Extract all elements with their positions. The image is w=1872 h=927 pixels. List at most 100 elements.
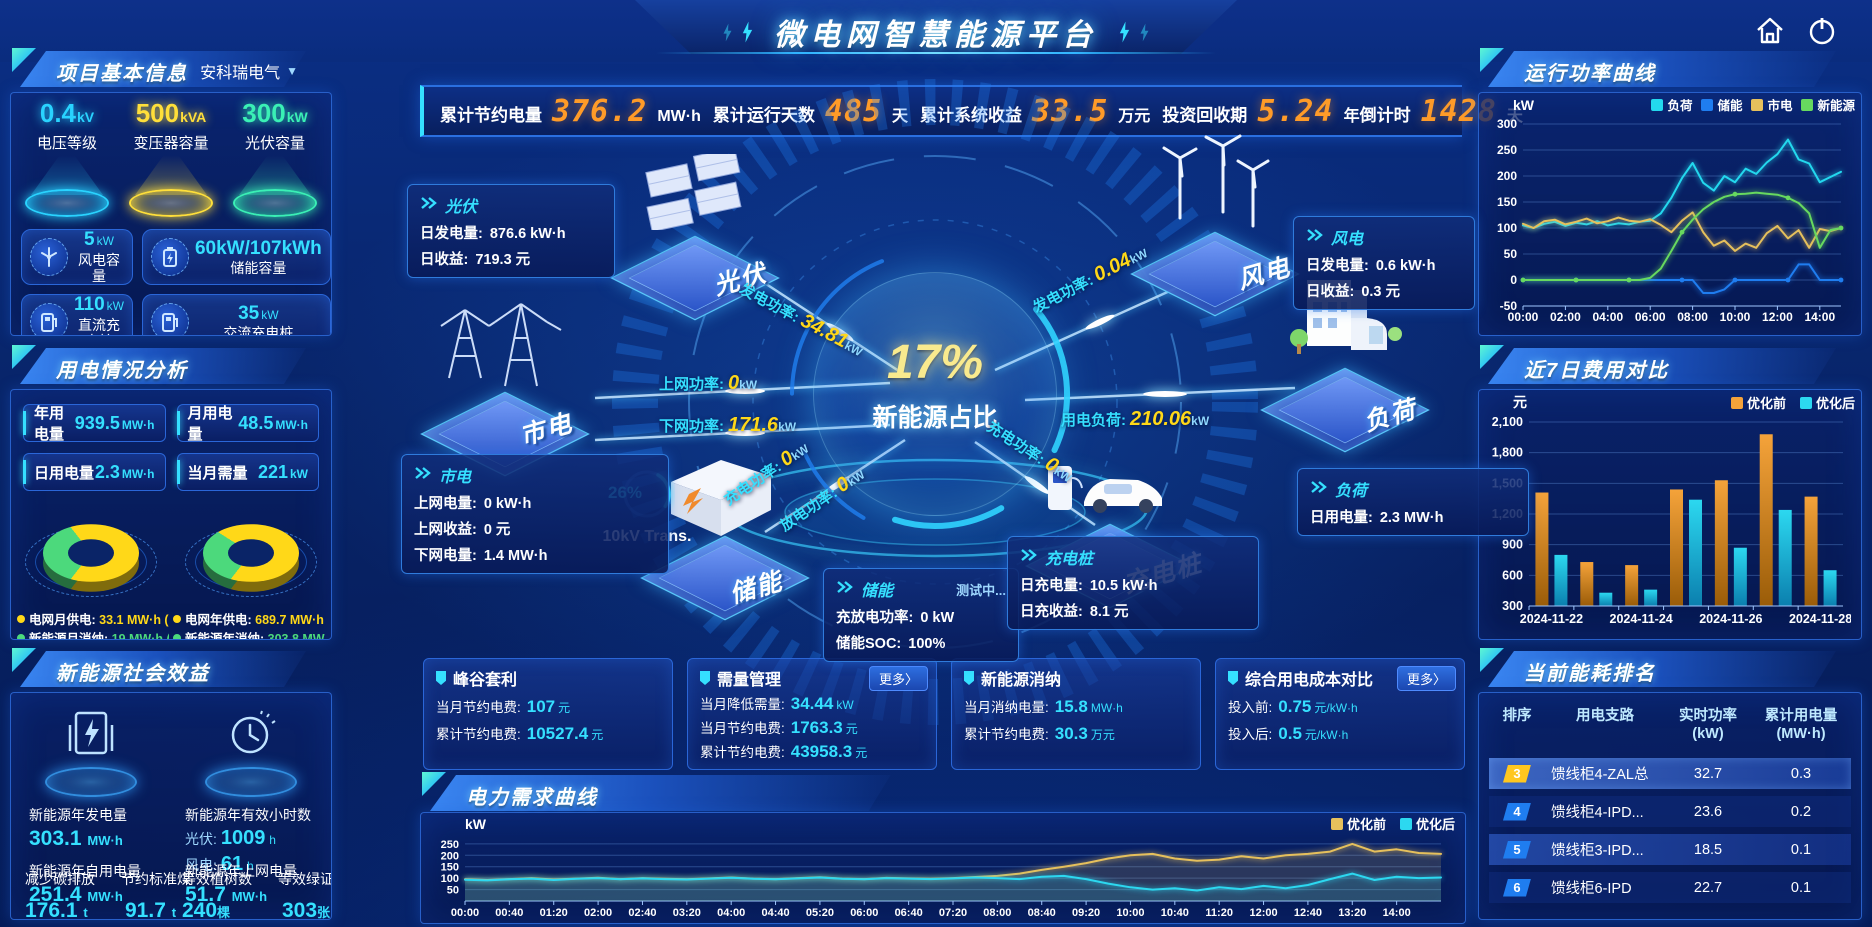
tooltip-value: 0.6 kW·h bbox=[1375, 258, 1436, 274]
tooltip-key: 日收益: bbox=[420, 252, 469, 268]
beacon-unit: kV bbox=[77, 109, 95, 125]
flow-key: 下网功率: bbox=[659, 418, 724, 435]
capacity-card-3: 35 kW 交流充电桩 bbox=[141, 294, 331, 335]
kpi-label: 倒计时 bbox=[1359, 105, 1411, 125]
usage-stat-2: 日用电量 2.3 MW·h bbox=[23, 453, 166, 491]
node-storage[interactable]: 储能 bbox=[625, 438, 825, 638]
benefit-card-0: 峰谷套利 当月节约电费: 107 元累计节约电费: 10527.4 元 bbox=[423, 658, 673, 770]
capacity-number: 35 bbox=[238, 302, 260, 324]
power-icon[interactable] bbox=[1804, 13, 1840, 49]
node-wind[interactable]: 风电 bbox=[1115, 122, 1315, 322]
card-title: 新能源消纳 bbox=[981, 672, 1062, 689]
flow-key: 上网功率: bbox=[659, 376, 724, 393]
panel-project-info: 项目基本信息 安科瑞电气 ▼ 0.4kV 电压等级 500kVA 变压器容量 300kW 光… bbox=[10, 48, 332, 336]
svg-text:2,100: 2,100 bbox=[1492, 415, 1523, 429]
chevron-right-icon bbox=[414, 466, 431, 485]
realtime-power: 32.7 bbox=[1693, 765, 1723, 782]
card-stat-key: 累计节约电费: bbox=[700, 745, 785, 760]
kpi-unit: 年 bbox=[1343, 107, 1360, 125]
node-grid[interactable]: 市电 bbox=[405, 288, 605, 488]
transmission-towers-icon bbox=[440, 303, 562, 387]
power-chart: -50 0 50 100 150 200 250 300 00:00 02:00 04:00 06:0… bbox=[1497, 117, 1844, 324]
panel-corner-icon bbox=[12, 345, 36, 369]
tooltip-key: 日发电量: bbox=[1306, 258, 1369, 274]
legend-key: 电网月供电: bbox=[29, 613, 100, 627]
tooltip-row: 日发电量: 876.6 kW·h bbox=[420, 222, 602, 243]
svg-text:300: 300 bbox=[1497, 117, 1517, 131]
node-charger[interactable]: 充电桩 bbox=[1010, 428, 1210, 628]
usage-stat-label: 当月需量 bbox=[187, 464, 248, 482]
table-row[interactable]: 6 馈线柜6-IPD 22.7 0.1 bbox=[1489, 872, 1851, 903]
battery-icon bbox=[150, 238, 189, 276]
chevron-right-icon bbox=[1306, 228, 1323, 247]
tooltip-title-row: 储能 测试中... bbox=[836, 577, 1006, 601]
kpi-unit: 万元 bbox=[1118, 107, 1151, 125]
legend-dot-icon bbox=[173, 615, 181, 623]
effective-hours-label: 新能源年有效小时数 bbox=[185, 807, 311, 823]
certificates-label: 等效绿证数 bbox=[278, 871, 331, 887]
cost-unit-label: 元 bbox=[1513, 394, 1527, 410]
beacon-number: 300 bbox=[242, 98, 286, 128]
charger-tooltip: 充电桩 日充电量: 10.5 kW·h 日充收益: 8.1 元 bbox=[1007, 536, 1259, 630]
total-energy: 0.2 bbox=[1790, 803, 1812, 820]
tooltip-title: 市电 bbox=[439, 469, 472, 486]
capacity-value: 110 kW bbox=[74, 294, 124, 316]
rank-badge: 5 bbox=[1503, 840, 1531, 859]
card-stat-unit: 元/kW·h bbox=[1304, 728, 1349, 742]
flow-unit: kW bbox=[739, 378, 758, 392]
node-pv[interactable]: 光伏 bbox=[595, 148, 795, 348]
chevron-right-icon bbox=[420, 196, 437, 215]
legend-swatch-icon bbox=[1730, 396, 1743, 409]
branch-name: 馈线柜6-IPD bbox=[1551, 881, 1632, 897]
demand-legend: 优化前 优化后 bbox=[1330, 814, 1455, 833]
tooltip-row: 日发电量: 0.6 kW·h bbox=[1306, 254, 1462, 275]
tooltip-key: 上网收益: bbox=[414, 522, 477, 538]
ranking-table: 排序 用电支路 实时功率 (kW) 累计用电量 (MW·h) 3 馈线柜4-ZAL总 32… bbox=[1479, 693, 1861, 903]
solar-panels-icon bbox=[645, 154, 742, 230]
card-stat-row: 累计节约电费: 10527.4 元 bbox=[436, 723, 660, 744]
card-stat-key: 投入后: bbox=[1228, 727, 1273, 742]
donut-legend-item: 新能源月消纳: 19 MW·h (36%) bbox=[17, 630, 169, 640]
capacity-unit: kW bbox=[106, 299, 124, 314]
renewable-share-value: 17% bbox=[886, 336, 984, 389]
project-selector-dropdown[interactable]: 安科瑞电气 ▼ bbox=[200, 64, 298, 82]
panel-power-curve: 运行功率曲线 kW 负荷 储能 市电 新能源 -50 0 50 100 150 200 250 30… bbox=[1478, 48, 1862, 336]
table-row[interactable]: 3 馈线柜4-ZAL总 32.7 0.3 bbox=[1489, 758, 1851, 789]
card-stat-value: 43958.3 bbox=[790, 742, 853, 761]
capacity-card-0: 5 kW 风电容量 bbox=[21, 229, 133, 285]
card-stat-row: 当月消纳电量: 15.8 MW·h bbox=[964, 696, 1188, 717]
chevron-down-icon: ▼ bbox=[286, 64, 298, 78]
usage-stat-1: 月用电量 48.5 MW·h bbox=[176, 404, 319, 443]
svg-text:14:00: 14:00 bbox=[1383, 907, 1411, 919]
svg-text:04:00: 04:00 bbox=[717, 907, 745, 919]
coal-saving-label: 节约标准煤 bbox=[121, 871, 191, 887]
svg-text:06:00: 06:00 bbox=[1635, 310, 1666, 324]
card-stat-key: 累计节约电费: bbox=[436, 727, 521, 742]
table-row[interactable]: 4 馈线柜4-IPD... 23.6 0.2 bbox=[1489, 796, 1851, 827]
capacity-unit: kW bbox=[261, 307, 279, 322]
svg-text:06:40: 06:40 bbox=[895, 907, 923, 919]
more-button[interactable]: 更多〉 bbox=[868, 666, 928, 691]
flow-key: 用电负荷: bbox=[1061, 412, 1126, 429]
beacon-pedestal bbox=[233, 189, 317, 217]
legend-label: 优化后 bbox=[1415, 817, 1455, 832]
home-icon[interactable] bbox=[1752, 13, 1788, 49]
panel-corner-icon bbox=[1480, 48, 1504, 72]
top-header: 微电网智慧能源平台 bbox=[0, 0, 1872, 62]
card-stat-row: 当月节约电费: 1763.3 元 bbox=[700, 717, 924, 738]
svg-text:12:00: 12:00 bbox=[1249, 907, 1277, 919]
svg-text:2024-11-24: 2024-11-24 bbox=[1610, 612, 1673, 626]
usage-stat-3: 当月需量 221 kW bbox=[176, 453, 319, 491]
panel-green-benefits: 新能源社会效益 bbox=[10, 648, 332, 920]
svg-text:00:00: 00:00 bbox=[451, 907, 479, 919]
tooltip-title-row: 光伏 bbox=[420, 193, 602, 217]
beacon-value: 0.4kV bbox=[17, 99, 117, 131]
more-button[interactable]: 更多〉 bbox=[1396, 666, 1456, 691]
legend-key: 新能源月消纳: bbox=[29, 632, 112, 640]
card-stat-key: 累计节约电费: bbox=[964, 727, 1049, 742]
card-stat-row: 投入前: 0.75 元/kW·h bbox=[1228, 696, 1452, 717]
legend-label: 新能源 bbox=[1817, 99, 1855, 113]
tooltip-key: 上网电量: bbox=[414, 496, 477, 512]
table-row[interactable]: 5 馈线柜3-IPD... 18.5 0.1 bbox=[1489, 834, 1851, 865]
